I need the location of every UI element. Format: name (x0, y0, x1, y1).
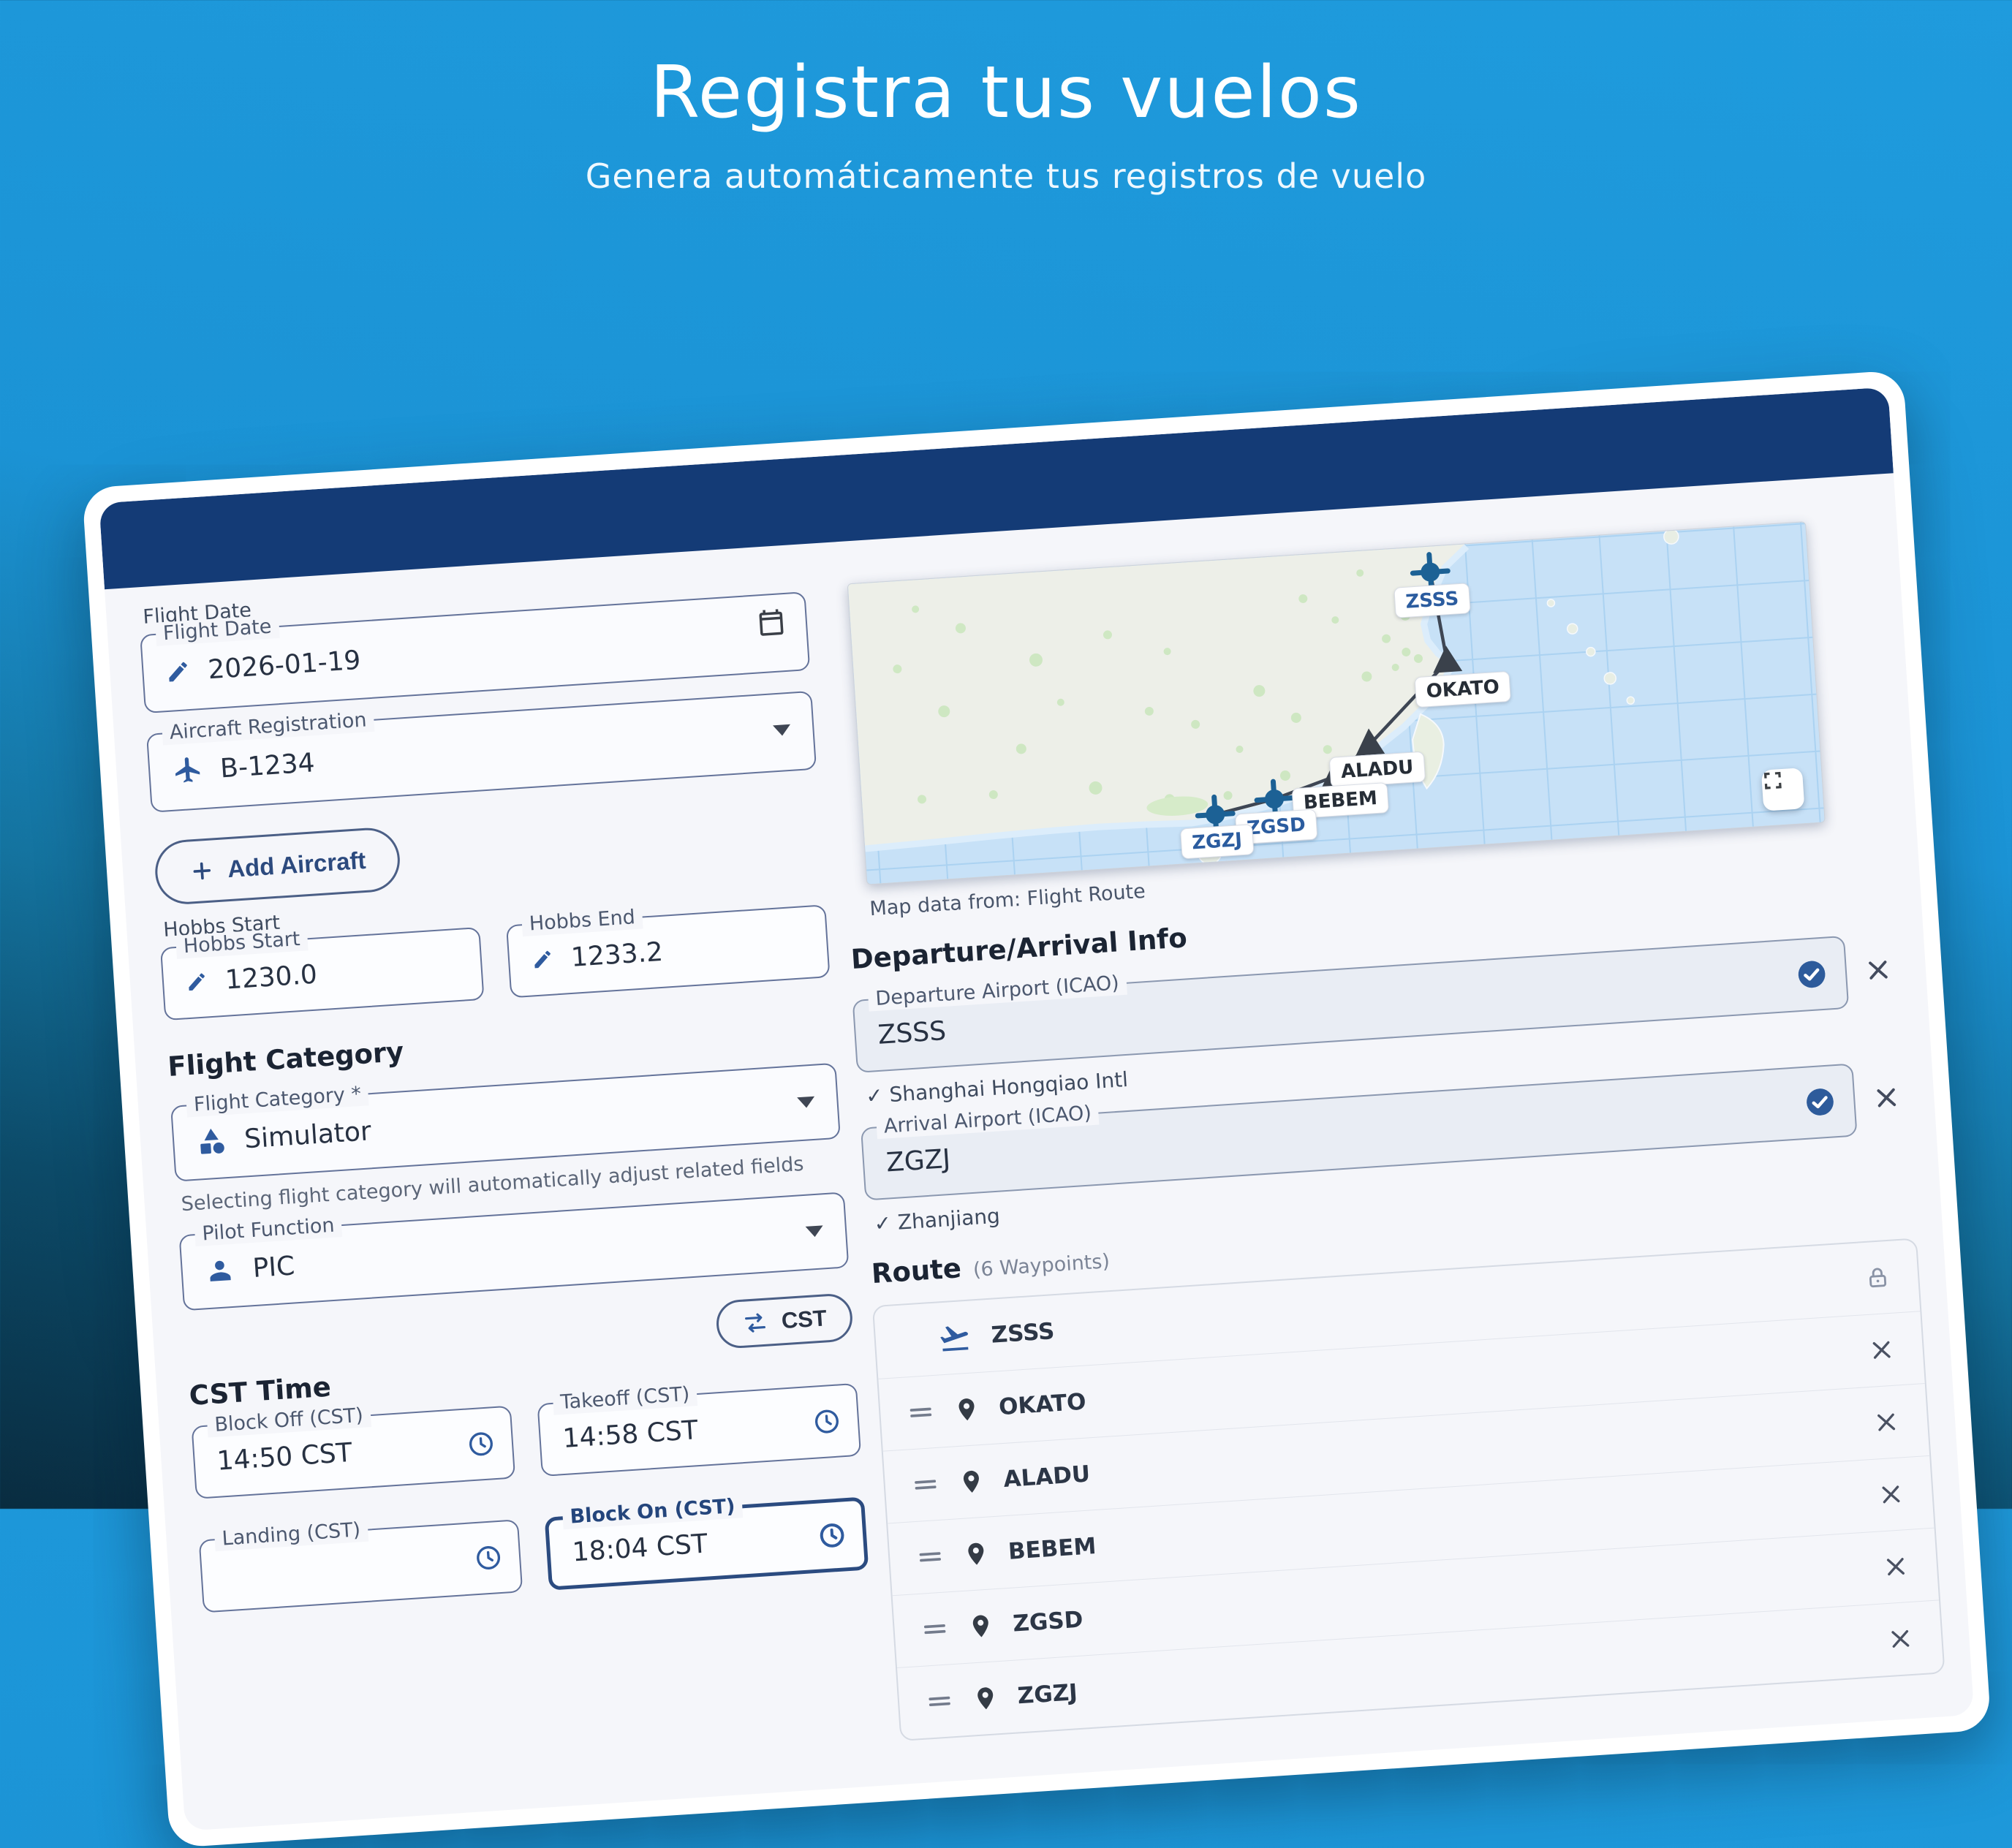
map-label-zgzj: ZGZJ (1180, 824, 1255, 860)
plus-icon (189, 857, 215, 884)
flight-category-value: Simulator (243, 1116, 372, 1154)
flight-date-value: 2026-01-19 (207, 645, 362, 685)
route-count: (6 Waypoints) (972, 1250, 1111, 1282)
drag-handle-icon[interactable] (906, 1398, 935, 1427)
landing-floating-label: Landing (CST) (213, 1518, 369, 1552)
map-pin-icon (958, 1468, 986, 1496)
hobbs-start-field[interactable]: Hobbs Start 1230.0 (159, 926, 485, 1021)
check-circle-icon[interactable] (1803, 1085, 1837, 1119)
map-pin-icon (972, 1684, 999, 1712)
chevron-down-icon (773, 724, 791, 737)
flight-category-floating-label: Flight Category * (186, 1082, 370, 1118)
takeoff-floating-label: Takeoff (CST) (552, 1382, 698, 1416)
clock-icon (473, 1542, 504, 1574)
map-pin-icon (962, 1540, 990, 1568)
pilot-function-floating-label: Pilot Function (194, 1213, 343, 1247)
remove-waypoint-button[interactable] (1879, 1550, 1913, 1584)
promo-page: { "hero": { "title": "Registra tus vuelo… (0, 0, 2012, 1509)
departure-airport-floating-label: Departure Airport (ICAO) (867, 971, 1127, 1012)
route-map[interactable]: ZSSS OKATO ALADU BEBEM ZGSD ZGZJ (847, 521, 1826, 885)
route-waypoint-name: OKATO (998, 1388, 1087, 1421)
pencil-icon (531, 948, 554, 972)
arrival-airport-floating-label: Arrival Airport (ICAO) (875, 1101, 1100, 1140)
calendar-icon[interactable] (755, 607, 788, 643)
remove-waypoint-button[interactable] (1874, 1477, 1908, 1512)
lock-icon (1861, 1262, 1894, 1295)
airplane-icon (171, 754, 204, 787)
block-on-floating-label: Block On (CST) (561, 1494, 744, 1530)
aircraft-registration-value: B-1234 (219, 747, 316, 784)
pencil-icon (164, 659, 191, 685)
drag-handle-icon[interactable] (915, 1542, 945, 1572)
departure-airport-value: ZSSS (877, 1015, 948, 1050)
arrival-airport-field[interactable]: Arrival Airport (ICAO) ZGZJ (860, 1063, 1858, 1201)
check-circle-icon[interactable] (1795, 958, 1829, 992)
flight-category-field[interactable]: Flight Category * Simulator (170, 1062, 841, 1182)
page-subtitle: Genera automáticamente tus registros de … (585, 156, 1427, 196)
landing-field[interactable]: Landing (CST) (198, 1518, 523, 1613)
block-off-value: 14:50 CST (216, 1437, 353, 1477)
takeoff-value: 14:58 CST (561, 1415, 699, 1454)
remove-waypoint-button[interactable] (1869, 1405, 1904, 1439)
remove-waypoint-button[interactable] (1864, 1333, 1899, 1367)
route-list-item[interactable]: ZSSS (874, 1239, 1920, 1378)
hobbs-start-value: 1230.0 (224, 959, 319, 996)
map-pin-icon (953, 1396, 980, 1423)
route-waypoint-name: ALADU (1002, 1461, 1092, 1493)
app-window-card: Flight Date Flight Date 2026-01-19 Aircr… (82, 370, 1992, 1848)
aircraft-registration-field[interactable]: Aircraft Registration B-1234 (145, 690, 817, 813)
departure-airport-field[interactable]: Departure Airport (ICAO) ZSSS (852, 935, 1850, 1073)
route-panel: ZSSS OKATO ALADU BEBEM ZGSD ZGZJ Map data fro… (824, 493, 1948, 1784)
route-list-item[interactable]: OKATO (878, 1311, 1925, 1451)
route-heading: Route (870, 1252, 963, 1290)
drag-handle-icon[interactable] (925, 1686, 954, 1716)
remove-waypoint-button[interactable] (1883, 1622, 1918, 1656)
timezone-toggle-label: CST (780, 1305, 828, 1334)
person-icon (204, 1254, 237, 1287)
clear-arrival-button[interactable] (1869, 1080, 1905, 1116)
hero: Registra tus vuelos Genera automáticamen… (0, 51, 2012, 196)
map-label-zsss: ZSSS (1393, 583, 1471, 618)
hobbs-end-floating-label: Hobbs End (521, 905, 643, 937)
flight-form: Flight Date Flight Date 2026-01-19 Aircr… (138, 563, 883, 1829)
hobbs-end-field[interactable]: Hobbs End 1233.2 (505, 904, 831, 999)
clock-icon (466, 1428, 497, 1460)
pilot-function-value: PIC (252, 1250, 296, 1284)
route-list: ZSSS OKATO ALADU BEBEM ZGSD ZGZJ (871, 1238, 1945, 1741)
drag-handle-icon[interactable] (911, 1470, 940, 1499)
route-waypoint-name: ZGZJ (1016, 1679, 1078, 1710)
block-on-value: 18:04 CST (571, 1529, 708, 1567)
route-waypoint-name: BEBEM (1007, 1533, 1097, 1565)
block-on-field[interactable]: Block On (CST) 18:04 CST (544, 1494, 869, 1591)
map-label-okato: OKATO (1414, 670, 1512, 708)
flight-date-field[interactable]: Flight Date 2026-01-19 (140, 591, 811, 714)
drag-handle-icon[interactable] (920, 1614, 950, 1643)
swap-arrows-icon (741, 1309, 769, 1337)
hobbs-end-value: 1233.2 (570, 936, 665, 973)
add-aircraft-button[interactable]: Add Aircraft (153, 825, 403, 906)
cst-time-heading: CST Time (188, 1371, 333, 1412)
clock-icon (817, 1520, 848, 1551)
chevron-down-icon (797, 1096, 816, 1109)
arrival-airport-value: ZGZJ (885, 1143, 952, 1178)
takeoff-field[interactable]: Takeoff (CST) 14:58 CST (537, 1382, 862, 1477)
route-map-svg (847, 522, 1826, 885)
category-shapes-icon (195, 1125, 228, 1158)
clear-departure-button[interactable] (1860, 953, 1896, 988)
block-off-field[interactable]: Block Off (CST) 14:50 CST (191, 1404, 516, 1499)
route-waypoint-name: ZGSD (1012, 1606, 1084, 1637)
clock-icon (812, 1406, 843, 1437)
aircraft-registration-floating-label: Aircraft Registration (161, 708, 375, 746)
timezone-toggle-button[interactable]: CST (714, 1292, 854, 1350)
flight-takeoff-icon (938, 1321, 972, 1355)
route-waypoint-name: ZSSS (990, 1318, 1056, 1349)
fullscreen-button[interactable] (1760, 768, 1805, 811)
add-aircraft-label: Add Aircraft (227, 846, 367, 883)
pencil-icon (185, 970, 208, 993)
map-pin-icon (967, 1612, 994, 1640)
route-list-item[interactable]: ALADU (882, 1383, 1930, 1523)
page-title: Registra tus vuelos (650, 51, 1362, 135)
pilot-function-field[interactable]: Pilot Function PIC (178, 1192, 850, 1311)
chevron-down-icon (805, 1225, 824, 1238)
